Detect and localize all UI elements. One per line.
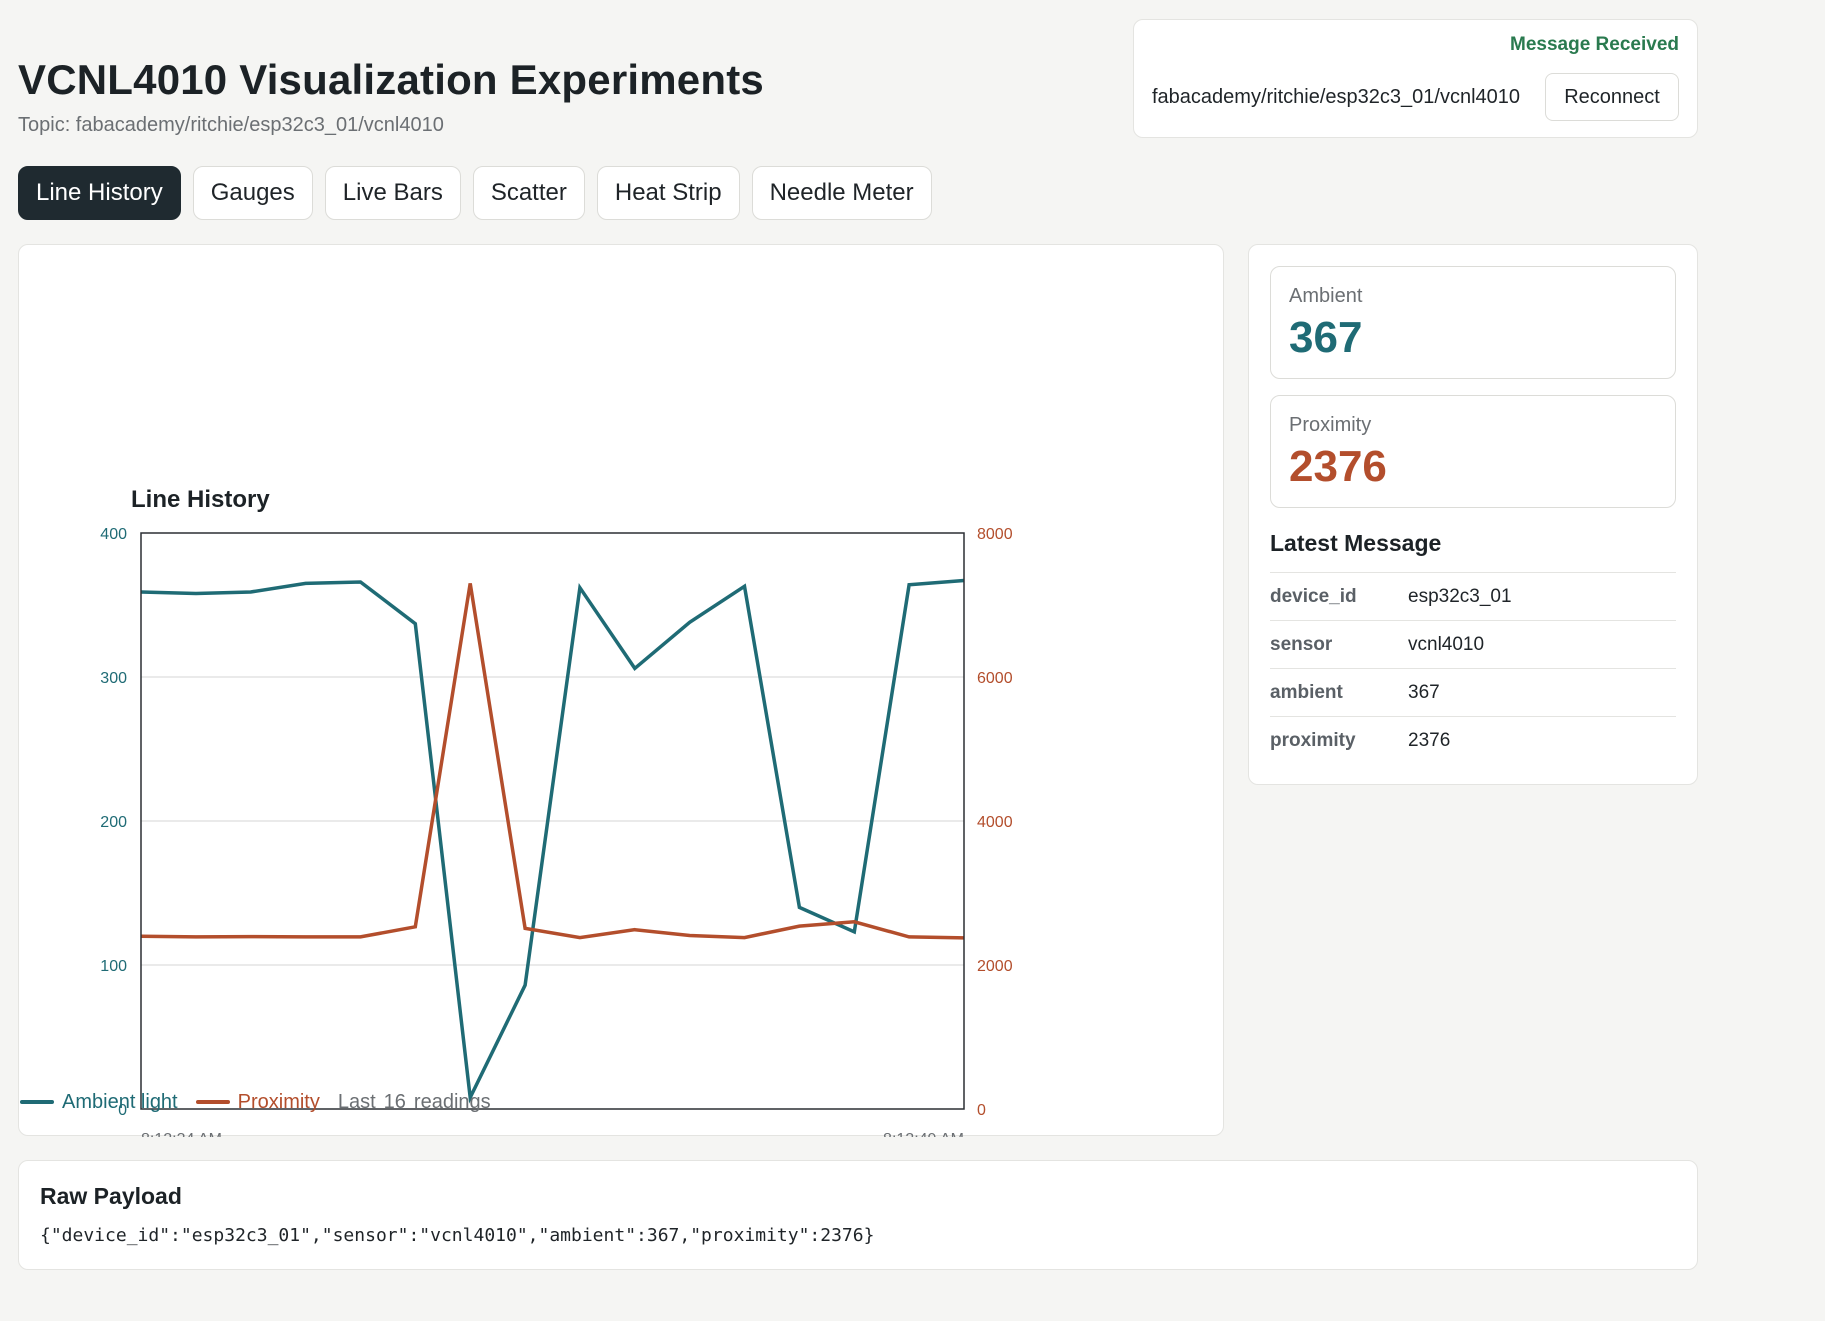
raw-payload-text: {"device_id":"esp32c3_01","sensor":"vcnl… <box>40 1225 875 1246</box>
y-right-tick-label: 2000 <box>977 958 1013 975</box>
raw-payload-panel: Raw Payload {"device_id":"esp32c3_01","s… <box>18 1160 1698 1270</box>
row-value: 367 <box>1408 681 1440 703</box>
proximity-series-line <box>140 583 965 940</box>
raw-payload-title: Raw Payload <box>40 1183 182 1209</box>
legend-proximity: Proximity <box>237 1090 320 1113</box>
proximity-swatch <box>195 1100 230 1104</box>
tab-scatter[interactable]: Scatter <box>472 166 585 220</box>
tab-live-bars[interactable]: Live Bars <box>324 166 461 220</box>
ambient-metric-value: 367 <box>1289 313 1363 362</box>
connection-card: Message Received fabacademy/ritchie/esp3… <box>1133 19 1698 138</box>
chart-legend: Ambient light Proximity Last 16 readings <box>20 1089 499 1115</box>
connection-status: Message Received <box>1510 34 1679 55</box>
latest-message-title: Latest Message <box>1270 530 1442 556</box>
row-key: sensor <box>1270 633 1333 655</box>
tab-gauges[interactable]: Gauges <box>192 166 313 220</box>
row-value: esp32c3_01 <box>1408 585 1512 607</box>
tab-needle-meter[interactable]: Needle Meter <box>751 166 932 220</box>
table-row: proximity 2376 <box>1270 716 1676 764</box>
ambient-metric-card: Ambient 367 <box>1270 266 1676 379</box>
tab-line-history[interactable]: Line History <box>18 166 181 220</box>
line-history-chart: Line History0100200300400020004000600080… <box>100 486 1013 1137</box>
proximity-metric-card: Proximity 2376 <box>1270 395 1676 508</box>
reconnect-button[interactable]: Reconnect <box>1545 73 1679 121</box>
row-value: vcnl4010 <box>1408 633 1485 655</box>
reading-count-note: Last 16 readings <box>338 1091 499 1114</box>
y-left-tick-label: 400 <box>100 526 127 543</box>
reading-count: 16 <box>383 1090 406 1113</box>
y-right-tick-label: 0 <box>977 1102 986 1119</box>
proximity-metric-value: 2376 <box>1289 442 1387 491</box>
visualization-tabs: Line History Gauges Live Bars Scatter He… <box>18 166 932 220</box>
ambient-swatch <box>20 1100 54 1104</box>
x-tick-label-start: 8:12:34 AM <box>141 1131 222 1137</box>
y-left-tick-label: 300 <box>100 670 127 687</box>
table-row: device_id esp32c3_01 <box>1270 572 1676 620</box>
reading-count-suffix: readings <box>413 1090 491 1113</box>
page-title: VCNL4010 Visualization Experiments <box>18 56 764 103</box>
connection-topic: fabacademy/ritchie/esp32c3_01/vcnl4010 <box>1152 86 1521 108</box>
reading-count-prefix: Last <box>337 1090 376 1113</box>
ambient-metric-label: Ambient <box>1289 285 1363 307</box>
plot-frame <box>140 532 965 1110</box>
chart-title: Line History <box>131 486 270 513</box>
row-key: device_id <box>1270 585 1357 607</box>
latest-message-table: device_id esp32c3_01 sensor vcnl4010 amb… <box>1270 572 1676 764</box>
y-left-tick-label: 100 <box>100 958 127 975</box>
y-right-tick-label: 4000 <box>977 814 1013 831</box>
row-key: proximity <box>1270 729 1356 751</box>
y-right-tick-label: 8000 <box>977 526 1013 543</box>
ambient-series-line <box>140 578 965 1104</box>
chart-panel: Line History 0 100 200 300 400 0 2000 4000 6000 80… <box>18 244 1224 1137</box>
topic-text: Topic: fabacademy/ritchie/esp32c3_01/vcn… <box>18 114 444 136</box>
y-left-tick-label: 200 <box>100 814 127 831</box>
topic-subtitle: Topic: fabacademy/ritchie/esp32c3_01/vcn… <box>18 114 444 137</box>
table-row: ambient 367 <box>1270 668 1676 716</box>
proximity-metric-label: Proximity <box>1289 414 1372 436</box>
y-left-tick-label: 0 <box>118 1102 127 1119</box>
readings-panel: Ambient 367 Proximity 2376 Latest Messag… <box>1248 244 1698 785</box>
table-row: sensor vcnl4010 <box>1270 620 1676 668</box>
x-tick-label-end: 8:12:49 AM <box>883 1131 964 1137</box>
row-key: ambient <box>1270 681 1343 703</box>
row-value: 2376 <box>1408 729 1451 751</box>
legend-ambient: Ambient light <box>62 1090 178 1113</box>
tab-heat-strip[interactable]: Heat Strip <box>596 166 740 220</box>
y-right-tick-label: 6000 <box>977 670 1013 687</box>
